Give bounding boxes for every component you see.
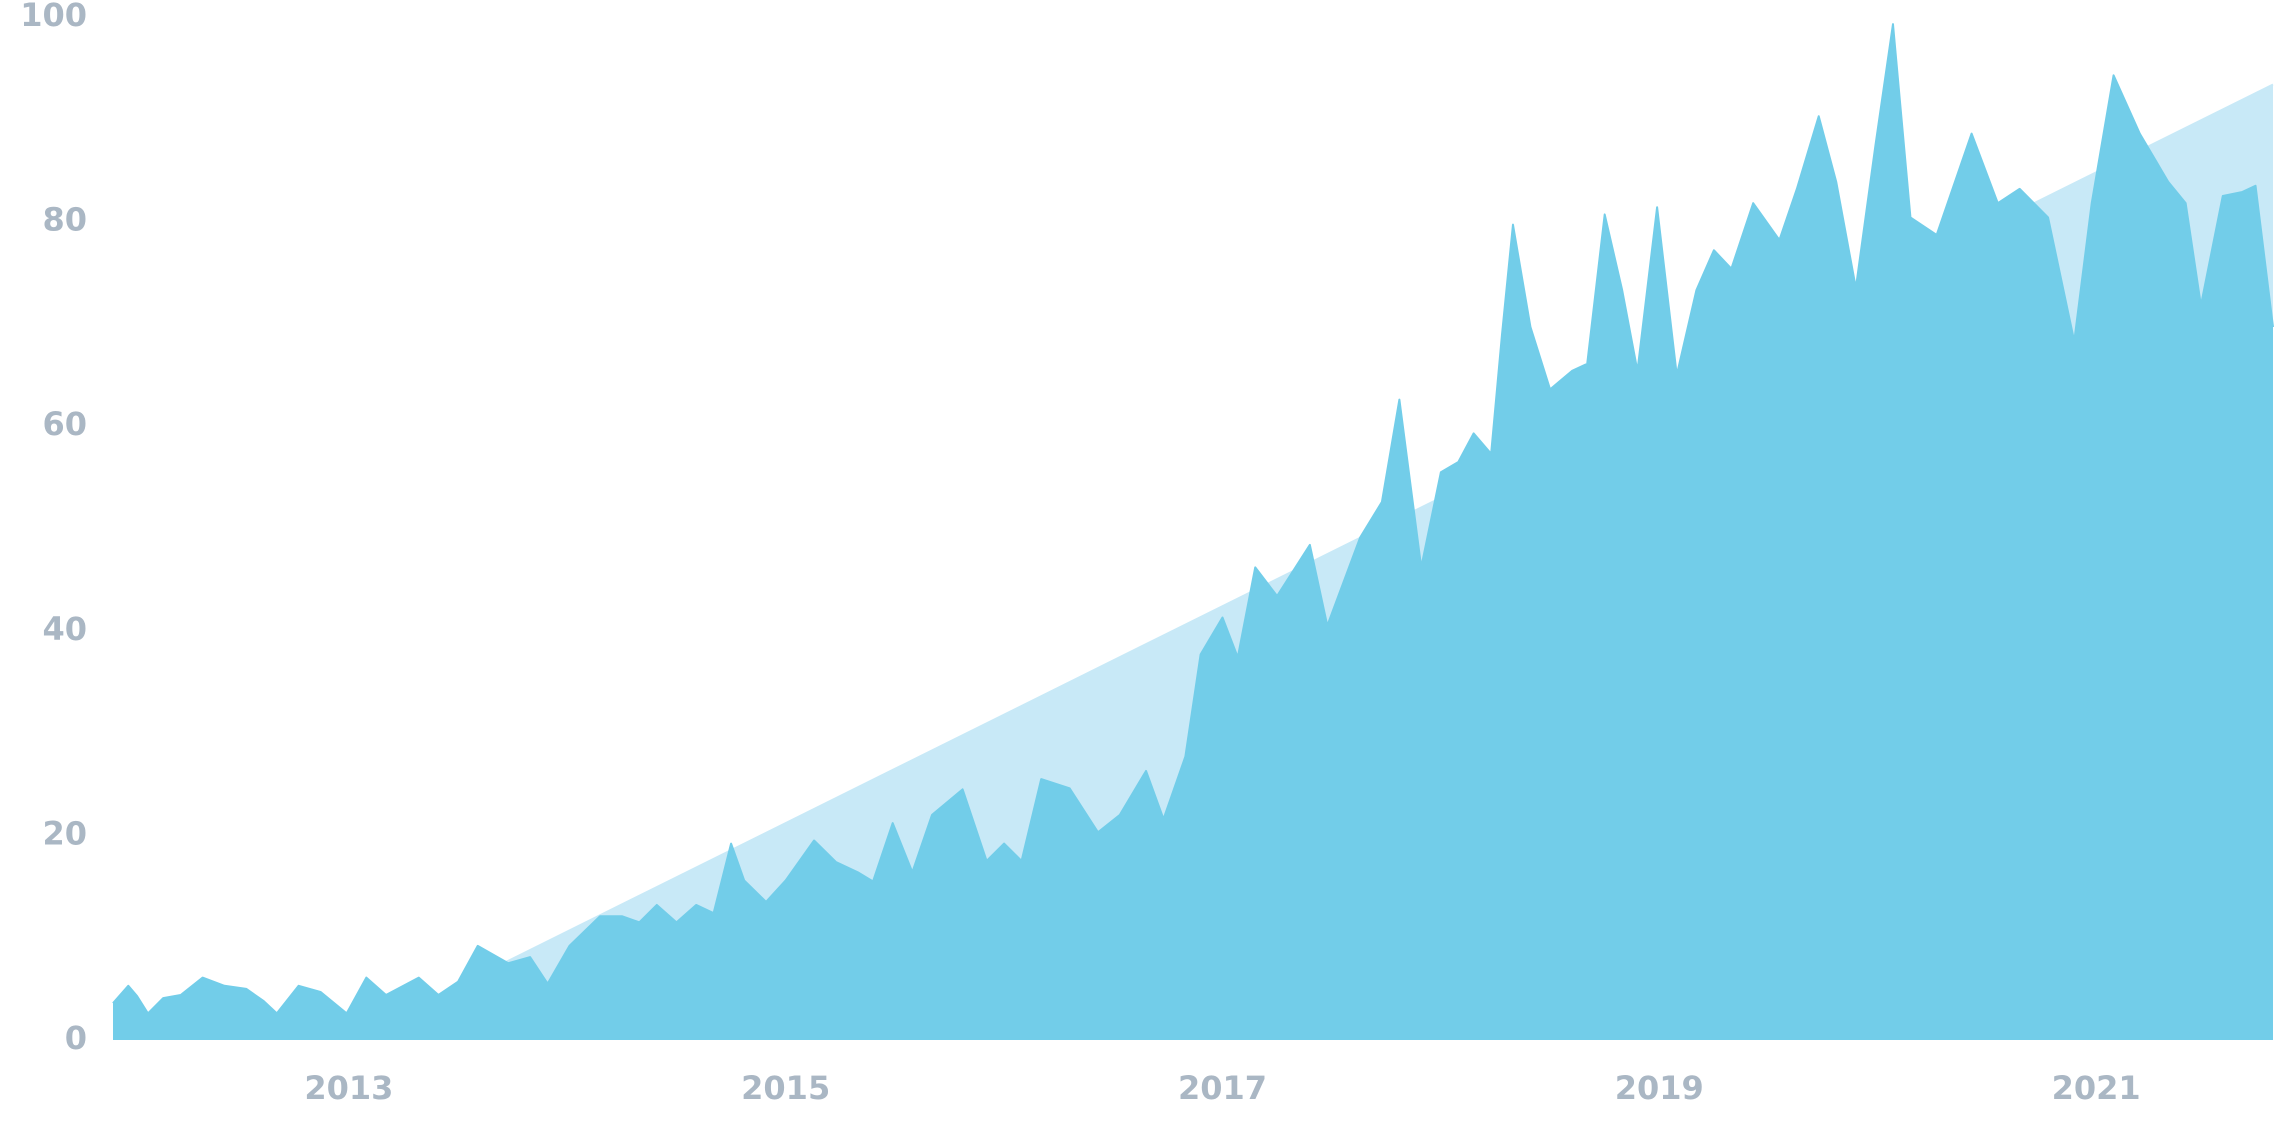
y-tick-label: 60 (42, 405, 87, 443)
x-tick-label: 2019 (1615, 1069, 1704, 1107)
x-tick-label: 2017 (1178, 1069, 1267, 1107)
y-tick-label: 20 (42, 814, 87, 852)
y-tick-label: 80 (42, 201, 87, 239)
x-tick-label: 2021 (2052, 1069, 2141, 1107)
x-tick-label: 2015 (741, 1069, 830, 1107)
y-tick-label: 100 (20, 0, 87, 34)
y-tick-label: 40 (42, 610, 87, 648)
area-line (112, 23, 2274, 1015)
x-tick-label: 2013 (304, 1069, 393, 1107)
y-tick-label: 0 (65, 1019, 87, 1057)
area-fill (113, 24, 2273, 1040)
